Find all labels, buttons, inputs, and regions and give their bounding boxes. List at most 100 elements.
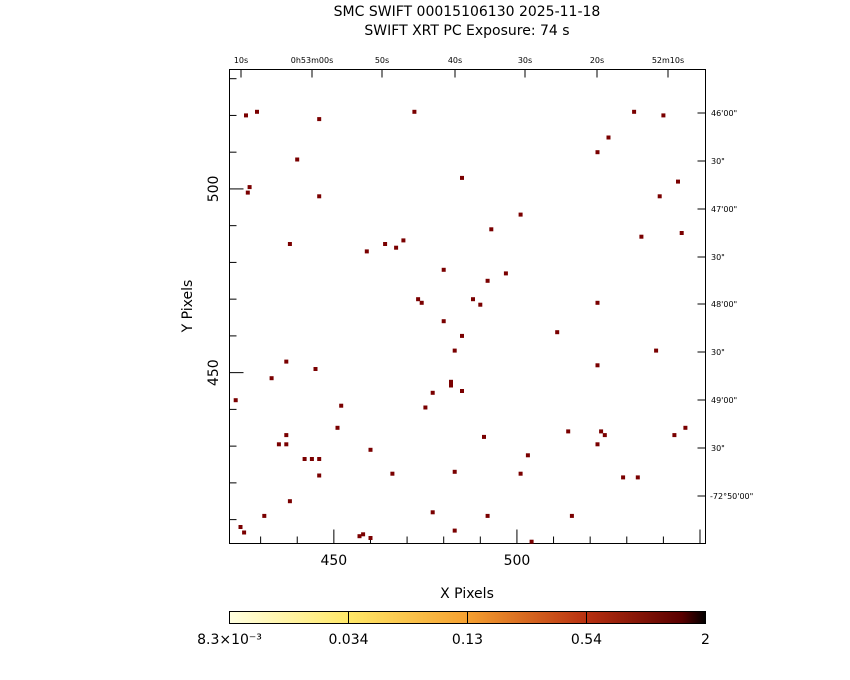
dec-axis-label: -72°50'00" <box>710 492 753 501</box>
source-point <box>390 471 395 476</box>
source-point <box>676 179 680 184</box>
source-point <box>471 297 475 302</box>
source-point <box>339 403 344 408</box>
source-point <box>317 457 322 461</box>
source-point <box>242 530 247 535</box>
source-point <box>503 271 508 276</box>
dec-axis-label: 47'00" <box>711 205 737 214</box>
colorbar-labels: 8.3×10⁻³ 0.034 0.13 0.54 2 <box>197 632 710 648</box>
source-point <box>401 238 406 243</box>
source-point <box>284 433 289 438</box>
source-point <box>284 442 289 447</box>
source-point <box>317 194 322 199</box>
ra-axis-label: 30s <box>518 56 532 65</box>
colorbar-label: 0.54 <box>571 632 602 648</box>
source-point <box>441 319 446 324</box>
source-point <box>566 429 571 434</box>
dec-axis-label: 30" <box>711 348 725 357</box>
x-tick-label: 450 <box>320 553 347 569</box>
source-point <box>238 525 243 529</box>
dec-axis-label: 49'00" <box>711 396 737 405</box>
plot-frame <box>229 69 706 544</box>
ra-axis-labels: 10s 0h53m00s 50s 40s 30s 20s 52m10s <box>234 56 684 65</box>
source-point <box>419 300 424 305</box>
source-point <box>357 534 362 539</box>
source-point <box>657 194 662 199</box>
source-point <box>478 302 483 307</box>
colorbar-label: 2 <box>701 632 710 648</box>
colorbar-label: 0.13 <box>452 632 483 648</box>
source-point <box>525 453 530 458</box>
source-point <box>394 245 399 250</box>
source-point <box>449 383 453 388</box>
source-point <box>482 434 486 439</box>
source-point <box>383 242 388 246</box>
dec-axis-label: 30" <box>711 444 725 453</box>
source-point <box>452 348 457 353</box>
source-point <box>452 528 457 533</box>
chart-title: SMC SWIFT 00015106130 2025-11-18 <box>334 4 601 20</box>
axis-ticks <box>229 69 706 544</box>
source-point <box>595 150 600 155</box>
source-point <box>430 390 435 395</box>
dec-axis-label: 30" <box>711 157 725 166</box>
source-point <box>639 234 644 239</box>
y-tick-label: 450 <box>206 359 222 386</box>
source-point <box>361 532 366 537</box>
source-point <box>599 429 604 434</box>
source-point <box>287 499 292 504</box>
source-point <box>441 267 446 272</box>
source-point <box>654 348 659 353</box>
source-point <box>595 363 600 368</box>
dec-axis-label: 48'00" <box>711 300 737 309</box>
y-tick-labels: 450 500 <box>206 176 222 386</box>
ra-axis-label: 52m10s <box>652 56 684 65</box>
ra-axis-label: 20s <box>590 56 604 65</box>
source-point <box>635 475 640 480</box>
y-tick-label: 500 <box>206 176 222 203</box>
source-point <box>632 109 637 114</box>
source-point <box>255 109 259 114</box>
x-tick-labels: 450 500 <box>320 553 530 569</box>
source-point <box>317 117 322 122</box>
colorbar-ticks <box>348 611 587 624</box>
source-point <box>449 379 453 384</box>
source-point <box>284 359 289 364</box>
source-points <box>233 109 688 544</box>
source-point <box>621 475 626 480</box>
source-point <box>317 473 322 478</box>
source-point <box>295 157 300 162</box>
source-point <box>606 135 611 140</box>
source-point <box>672 433 677 438</box>
source-point <box>661 113 666 118</box>
source-point <box>423 405 428 410</box>
source-point <box>460 333 464 338</box>
source-point <box>416 297 421 302</box>
source-point <box>485 278 490 283</box>
source-point <box>368 447 373 452</box>
ra-axis-label: 50s <box>375 56 389 65</box>
colorbar-label: 8.3×10⁻³ <box>197 632 262 648</box>
source-point <box>460 175 464 180</box>
source-point <box>485 513 490 518</box>
source-point <box>460 389 464 393</box>
source-point <box>412 109 417 114</box>
source-point <box>489 227 494 232</box>
chart-subtitle: SWIFT XRT PC Exposure: 74 s <box>364 23 569 39</box>
source-point <box>368 536 373 540</box>
source-point <box>269 376 274 381</box>
colorbar-label: 0.034 <box>328 632 368 648</box>
x-tick-label: 500 <box>504 553 531 569</box>
source-point <box>244 113 248 118</box>
source-point <box>518 471 523 476</box>
source-point <box>302 457 307 461</box>
y-axis-title: Y Pixels <box>180 280 196 334</box>
source-point <box>245 190 250 195</box>
source-point <box>518 212 523 217</box>
source-point <box>276 442 281 447</box>
ra-axis-label: 40s <box>448 56 462 65</box>
ra-axis-label: 0h53m00s <box>291 56 333 65</box>
source-point <box>247 185 252 190</box>
dec-axis-labels: 46'00" 30" 47'00" 30" 48'00" 30" 49'00" 30" -72°… <box>710 109 753 501</box>
source-point <box>529 539 534 544</box>
